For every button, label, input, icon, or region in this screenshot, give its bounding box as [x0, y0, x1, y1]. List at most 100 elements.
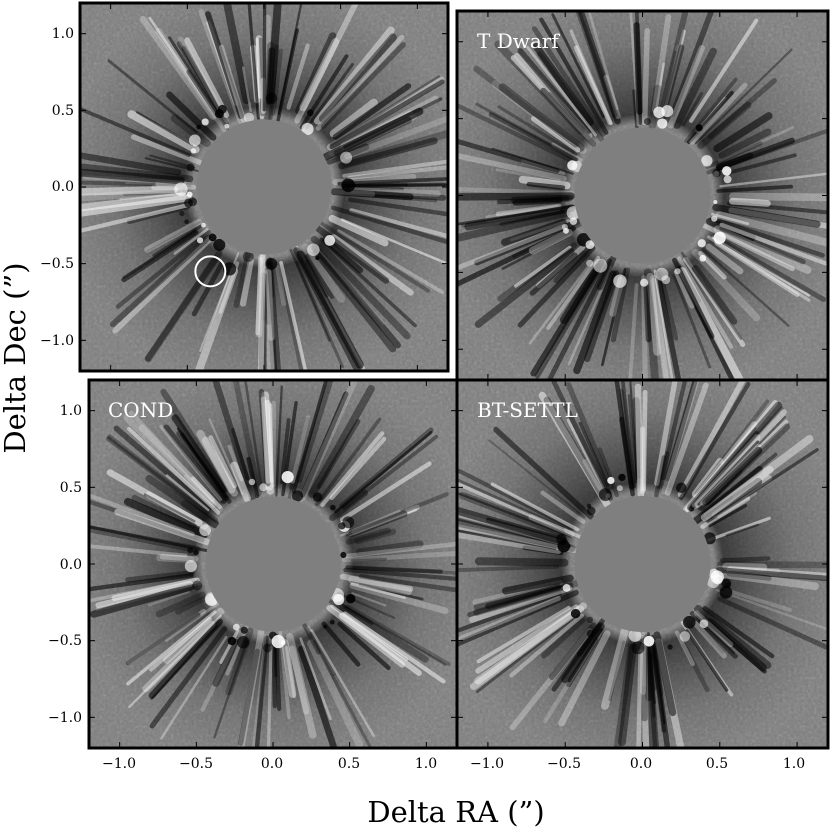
panel-top-left [78, 1, 450, 373]
speckle-streak [659, 45, 681, 117]
speckle-streak [332, 83, 412, 140]
speckle-streak [526, 45, 597, 137]
speckle-streak [703, 477, 763, 522]
speckle-streak [327, 596, 429, 663]
speckle-streak [342, 159, 448, 178]
speckle-blob [340, 551, 347, 559]
speckle-streak [160, 635, 228, 740]
speckle-streak [139, 15, 217, 120]
speckle-streak [655, 62, 665, 108]
speckle-streak [288, 645, 310, 715]
speckle-streak [107, 59, 198, 134]
speckle-streak [349, 582, 449, 615]
speckle-streak [642, 636, 653, 701]
speckle-streak [551, 142, 583, 163]
speckle-streak [679, 381, 751, 501]
speckle-streak [641, 275, 648, 380]
speckle-streak [691, 265, 738, 325]
speckle-streak [143, 493, 196, 523]
speckle-streak [318, 33, 397, 123]
speckle-streak [546, 255, 601, 330]
speckle-streak [350, 582, 407, 600]
speckle-streak [711, 475, 772, 519]
speckle-streak [175, 594, 211, 615]
speckle-streak [131, 494, 197, 530]
speckle-streak [457, 530, 562, 554]
speckle-streak [629, 380, 638, 481]
speckle-streak [186, 69, 219, 117]
speckle-streak [701, 452, 778, 517]
speckle-streak [145, 474, 220, 529]
speckle-streak [473, 65, 579, 148]
speckle-streak [546, 258, 613, 380]
speckle-streak [715, 211, 828, 247]
speckle-streak [329, 436, 387, 501]
speckle-streak [469, 605, 585, 691]
speckle-streak [355, 540, 424, 556]
coronagraph-mask [574, 127, 711, 264]
speckle-blob [201, 222, 206, 228]
speckle-streak [719, 556, 771, 563]
speckle-streak [512, 197, 563, 206]
speckle-streak [89, 544, 188, 558]
speckle-streak [289, 248, 331, 342]
speckle-streak [290, 415, 311, 484]
speckle-streak [304, 259, 329, 298]
speckle-streak [694, 399, 770, 496]
speckle-streak [320, 221, 430, 293]
coronagraph-mask [196, 119, 332, 255]
speckle-streak [717, 492, 758, 518]
speckle-blob [561, 223, 568, 231]
speckle-streak [500, 218, 567, 246]
speckle-streak [684, 77, 738, 143]
speckle-blob [330, 504, 336, 511]
speckle-streak [165, 474, 210, 512]
speckle-blob [613, 274, 627, 288]
speckle-blob [719, 586, 733, 599]
speckle-streak [341, 129, 448, 168]
speckle-streak [213, 640, 249, 739]
speckle-blob [265, 257, 278, 270]
speckle-blob [199, 524, 212, 537]
speckle-streak [200, 629, 243, 712]
speckle-streak [258, 37, 265, 117]
speckle-blob [192, 580, 203, 591]
speckle-streak [457, 523, 578, 553]
speckle-streak [181, 46, 225, 118]
speckle-streak [558, 630, 611, 727]
speckle-streak [304, 254, 335, 299]
speckle-streak [567, 266, 613, 366]
speckle-streak [600, 626, 629, 710]
speckle-streak [526, 181, 566, 190]
speckle-streak [672, 257, 715, 339]
speckle-streak [227, 444, 244, 482]
speckle-streak [657, 451, 670, 490]
speckle-streak [457, 204, 574, 226]
speckle-streak [475, 604, 579, 674]
speckle-streak [266, 3, 282, 103]
speckle-streak [350, 557, 387, 562]
speckle-streak [111, 577, 200, 601]
speckle-streak [119, 192, 186, 201]
speckle-streak [457, 481, 582, 539]
speckle-streak [263, 399, 275, 495]
speckle-streak [573, 45, 613, 125]
x-tick-label: −1.0 [470, 756, 504, 772]
speckle-streak [673, 269, 695, 309]
speckle-streak [306, 625, 336, 675]
speckle-streak [126, 610, 217, 686]
speckle-streak [145, 249, 223, 362]
speckle-streak [680, 251, 743, 341]
speckle-streak [265, 269, 275, 341]
speckle-streak [712, 204, 821, 228]
speckle-streak [311, 243, 401, 349]
speckle-blob [586, 259, 594, 267]
y-axis-top-left: 1.0 0.5 0.0 −0.5 −1.0 [40, 26, 74, 349]
speckle-streak [184, 474, 215, 505]
speckle-streak [345, 565, 443, 574]
speckle-streak [340, 218, 448, 266]
speckle-blob [263, 643, 272, 653]
speckle-streak [650, 641, 671, 748]
speckle-streak [329, 75, 441, 146]
